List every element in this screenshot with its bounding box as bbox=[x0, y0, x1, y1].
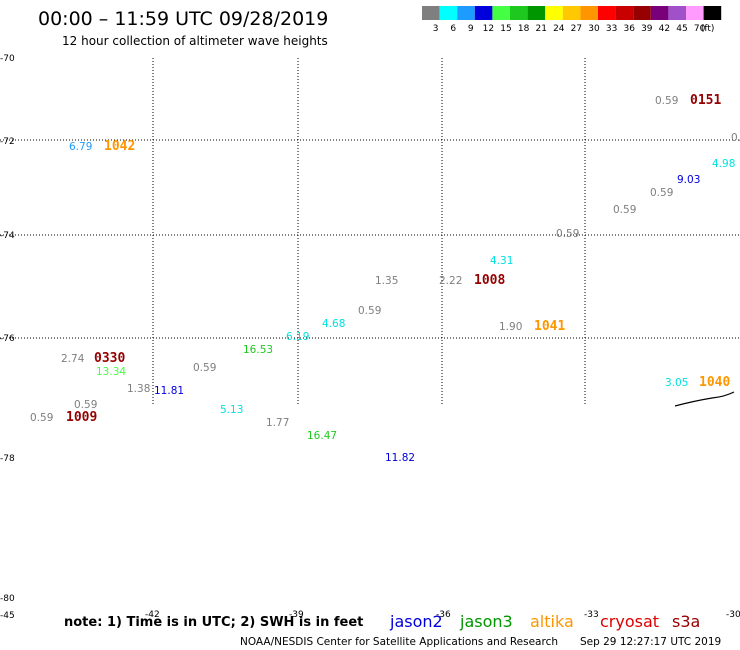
observation-time: 1041 bbox=[534, 319, 565, 334]
footer-note: note: 1) Time is in UTC; 2) SWH is in fe… bbox=[64, 615, 363, 630]
color-swatch bbox=[633, 6, 651, 20]
wave-height-value: 13.34 bbox=[96, 366, 126, 378]
satellite-legend-item: jason2 bbox=[389, 612, 443, 631]
wave-height-value: 1.35 bbox=[375, 275, 398, 287]
color-scale-label: 27 bbox=[571, 24, 582, 34]
color-scale-label: 12 bbox=[483, 24, 494, 34]
latitude-label: -80 bbox=[0, 594, 15, 604]
wave-height-value: 4.98 bbox=[712, 158, 735, 170]
color-swatch bbox=[510, 6, 528, 20]
color-swatch bbox=[686, 6, 704, 20]
longitude-labels: -45 -42 -39 -36 -33 -30 bbox=[0, 610, 740, 621]
wave-height-value: 5.13 bbox=[220, 404, 243, 416]
wave-height-value: 6.19 bbox=[286, 331, 309, 343]
color-swatch bbox=[615, 6, 634, 20]
wave-height-value: 6.79 bbox=[69, 141, 92, 153]
observation-time: 1042 bbox=[104, 139, 135, 154]
wave-height-value: 1.38 bbox=[127, 383, 150, 395]
color-swatch bbox=[527, 6, 546, 20]
wave-height-value: 2.74 bbox=[61, 353, 85, 365]
satellite-legend: jason2 jason3 altika cryosat s3a bbox=[389, 612, 700, 631]
longitude-label: -36 bbox=[436, 610, 451, 620]
satellite-legend-item: altika bbox=[530, 612, 574, 631]
color-swatch bbox=[474, 6, 493, 20]
color-scale-label: 21 bbox=[535, 24, 546, 34]
latitude-label: -70 bbox=[0, 54, 15, 64]
longitude-label: -39 bbox=[289, 610, 304, 620]
wave-height-value: 2.22 bbox=[439, 275, 462, 287]
color-swatch bbox=[492, 6, 510, 20]
color-scale-label: 15 bbox=[500, 24, 511, 34]
satellite-legend-item: jason3 bbox=[459, 612, 513, 631]
longitude-label: -33 bbox=[584, 610, 599, 620]
page-title: 00:00 – 11:59 UTC 09/28/2019 bbox=[38, 8, 328, 30]
color-scale-label: 36 bbox=[623, 24, 635, 34]
color-swatch bbox=[650, 6, 669, 20]
wave-height-value: 4.68 bbox=[322, 318, 345, 330]
color-swatch bbox=[439, 6, 458, 20]
color-swatch bbox=[545, 6, 563, 20]
color-swatch bbox=[598, 6, 616, 20]
wave-height-value: 0.59 bbox=[613, 204, 636, 216]
wave-height-value: 1.77 bbox=[266, 417, 289, 429]
wave-height-value: 0.59 bbox=[193, 362, 216, 374]
latitude-label: -76 bbox=[0, 334, 15, 344]
wave-height-value: 0.59 bbox=[655, 95, 678, 107]
latitude-label: -78 bbox=[0, 454, 15, 464]
wave-height-value: 16.47 bbox=[307, 430, 337, 442]
wave-height-value: 9.03 bbox=[677, 174, 700, 186]
latitude-labels: -70 -72 -74 -76 -78 -80 bbox=[0, 54, 15, 604]
satellite-legend-item: cryosat bbox=[600, 612, 659, 631]
wave-height-value: 1.90 bbox=[499, 321, 522, 333]
color-scale-label: 45 bbox=[676, 24, 687, 34]
observation-time: 0151 bbox=[690, 93, 721, 108]
latitude-label: -72 bbox=[0, 137, 15, 147]
longitude-label: -45 bbox=[0, 611, 15, 621]
wave-height-color-scale: 3 6 9 12 15 18 21 24 27 30 33 36 39 42 45 70(ft) bbox=[422, 6, 722, 34]
color-scale-label: 24 bbox=[553, 24, 565, 34]
wave-height-value: 11.81 bbox=[154, 385, 184, 397]
wave-height-value: 0.59 bbox=[556, 228, 579, 240]
observation-time: 1040 bbox=[699, 375, 730, 390]
satellite-legend-item: s3a bbox=[672, 612, 700, 631]
color-scale-label: 42 bbox=[659, 24, 670, 34]
wave-height-value: 11.82 bbox=[385, 452, 415, 464]
color-scale-label: (ft) bbox=[701, 24, 715, 34]
color-scale-label: 30 bbox=[588, 24, 600, 34]
wave-height-value: 0. bbox=[731, 132, 740, 144]
color-swatch bbox=[580, 6, 598, 20]
observation-time: 1008 bbox=[474, 273, 505, 288]
color-scale-label: 9 bbox=[468, 24, 474, 34]
wave-height-value: 0.59 bbox=[74, 399, 97, 411]
color-swatch bbox=[422, 6, 440, 20]
graticule bbox=[0, 58, 740, 406]
longitude-label: -42 bbox=[145, 610, 160, 620]
observation-labels: 0.59 0151 0. 6.79 1042 4.98 9.03 0.59 0.59 0.59 4.… bbox=[30, 93, 740, 464]
observation-time: 1009 bbox=[66, 410, 97, 425]
page-subtitle: 12 hour collection of altimeter wave hei… bbox=[62, 34, 328, 48]
footer-timestamp: Sep 29 12:27:17 UTC 2019 bbox=[580, 636, 721, 648]
observation-time: 0330 bbox=[94, 351, 125, 366]
color-swatch bbox=[457, 6, 475, 20]
color-scale-label: 70 bbox=[694, 24, 706, 34]
wave-height-value: 3.05 bbox=[665, 377, 688, 389]
longitude-label: -30 bbox=[726, 610, 740, 620]
color-scale-label: 6 bbox=[450, 24, 456, 34]
color-swatch bbox=[668, 6, 686, 20]
footer-credit: NOAA/NESDIS Center for Satellite Applica… bbox=[240, 636, 558, 648]
wave-height-value: 0.59 bbox=[30, 412, 53, 424]
wave-height-value: 0.59 bbox=[358, 305, 381, 317]
color-scale-label: 3 bbox=[433, 24, 439, 34]
color-swatch bbox=[562, 6, 581, 20]
wave-height-value: 16.53 bbox=[243, 344, 273, 356]
color-swatch bbox=[703, 6, 722, 20]
coastline bbox=[674, 391, 735, 407]
color-scale-label: 18 bbox=[518, 24, 530, 34]
wave-height-value: 0.59 bbox=[650, 187, 673, 199]
latitude-label: -74 bbox=[0, 231, 15, 241]
color-scale-label: 33 bbox=[606, 24, 617, 34]
color-scale-label: 39 bbox=[641, 24, 653, 34]
wave-height-value: 4.31 bbox=[490, 255, 513, 267]
